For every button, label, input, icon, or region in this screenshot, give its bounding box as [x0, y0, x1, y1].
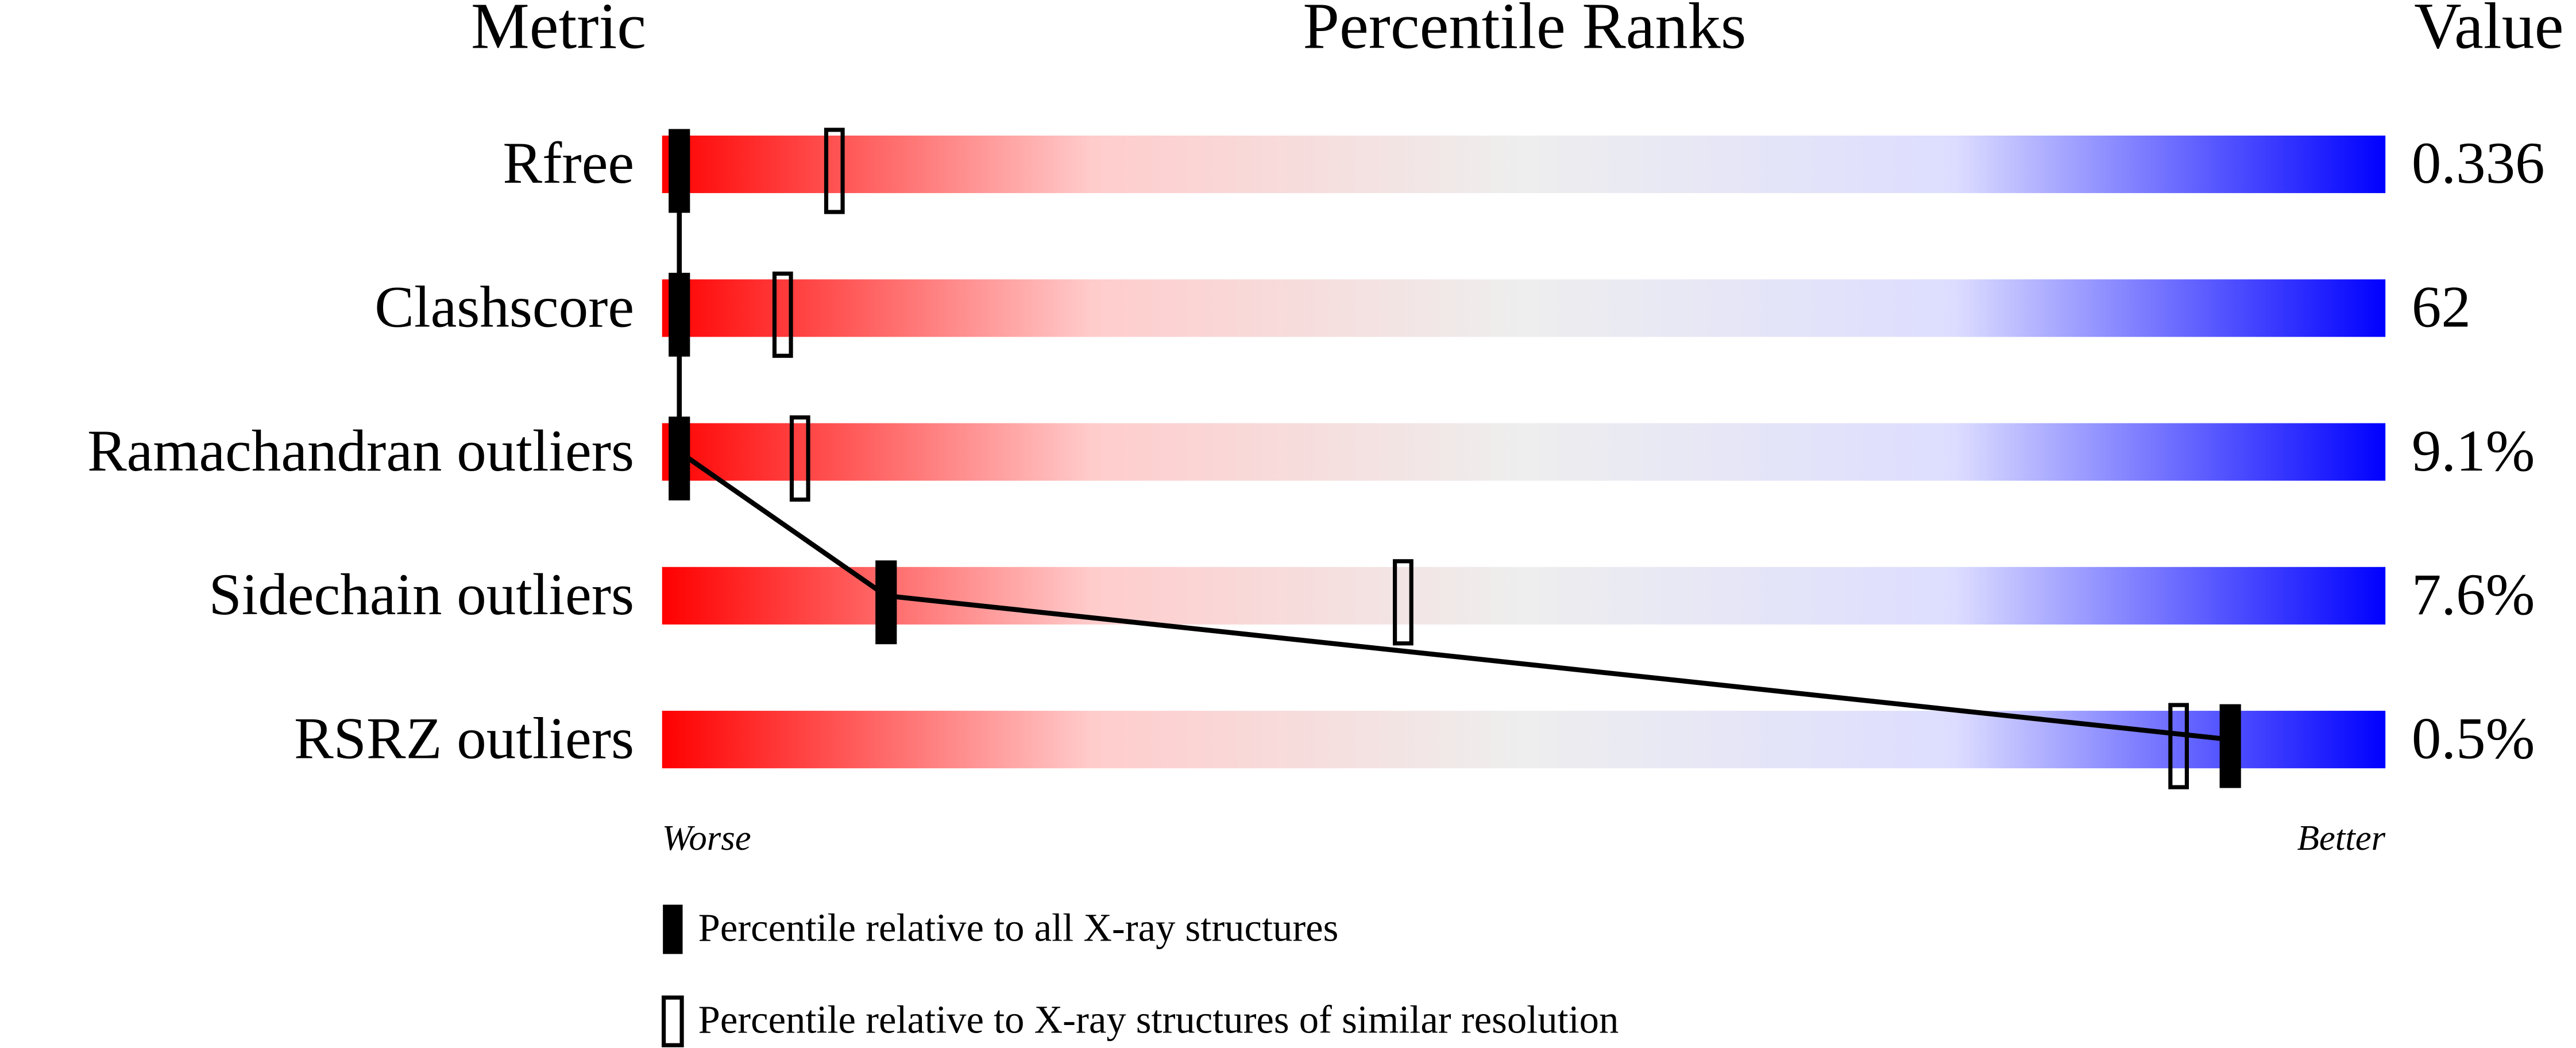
axis-label-worse: Worse: [662, 818, 751, 858]
percentile-bar: [662, 423, 2386, 481]
similar-resolution-marker: [789, 415, 810, 502]
axis-label-better: Better: [2297, 818, 2385, 858]
legend-swatch: [663, 904, 683, 954]
metric-value: 62: [2412, 275, 2471, 340]
metric-label: Sidechain outliers: [208, 562, 634, 627]
percentile-marker: [669, 417, 690, 500]
metric-value: 0.336: [2412, 130, 2545, 196]
legend-swatch: [662, 995, 684, 1047]
percentile-marker: [2219, 704, 2241, 788]
percentile-bar: [662, 279, 2386, 337]
percentile-bar: [662, 135, 2386, 194]
metric-value: 7.6%: [2412, 562, 2535, 627]
similar-resolution-marker: [772, 271, 793, 358]
metric-label: Clashscore: [374, 275, 634, 340]
metric-label: Ramachandran outliers: [87, 418, 634, 484]
similar-resolution-marker: [824, 128, 845, 214]
column-header: Metric: [471, 0, 646, 62]
legend-label: Percentile relative to X-ray structures …: [698, 998, 1619, 1042]
metric-label: Rfree: [503, 130, 634, 196]
metric-value: 0.5%: [2412, 706, 2535, 771]
percentile-marker: [669, 129, 690, 213]
percentile-marker: [669, 272, 690, 357]
legend-label: Percentile relative to all X-ray structu…: [698, 906, 1339, 950]
metric-value: 9.1%: [2412, 418, 2535, 484]
percentile-bar: [662, 711, 2386, 769]
percentile-bar: [662, 567, 2386, 625]
metric-label: RSRZ outliers: [294, 706, 634, 771]
similar-resolution-marker: [2168, 703, 2189, 789]
column-header: Percentile Ranks: [1303, 0, 1746, 62]
similar-resolution-marker: [1393, 559, 1413, 646]
column-header: Value: [2414, 0, 2564, 62]
percentile-marker: [875, 560, 897, 645]
